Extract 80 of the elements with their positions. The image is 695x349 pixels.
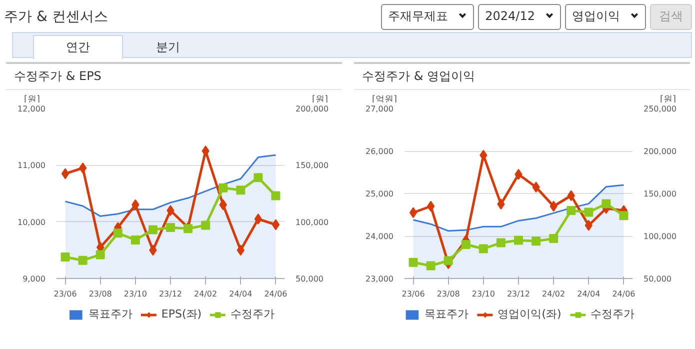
y-tick-label: 9,000 <box>22 274 46 284</box>
x-tick-label: 24/02 <box>542 290 566 298</box>
y2-tick-label: 250,000 <box>644 104 677 114</box>
point <box>426 261 436 270</box>
point <box>496 238 506 248</box>
x-tick-label: 23/12 <box>506 290 530 298</box>
point <box>409 207 418 218</box>
y-tick-label: 24,000 <box>366 232 394 241</box>
y2-tick-label: 100,000 <box>296 218 329 227</box>
x-tick-label: 24/04 <box>577 290 600 298</box>
y-tick-label: 27,000 <box>366 104 394 114</box>
point <box>130 235 140 244</box>
x-tick-label: 24/06 <box>264 290 288 298</box>
chart-title: 수정주가 & 영업이익 <box>354 62 690 90</box>
y2-tick-label: 200,000 <box>644 147 677 156</box>
legend-label: 목표주가 <box>424 306 469 322</box>
y2-tick-label: 50,000 <box>644 274 672 284</box>
legend-label: 영업이익(좌) <box>498 306 562 322</box>
text: 분기 <box>155 39 181 56</box>
point <box>60 252 70 262</box>
point <box>236 186 246 195</box>
y2-tick-label: 150,000 <box>644 190 677 198</box>
point <box>202 146 210 156</box>
point <box>218 183 228 192</box>
point <box>61 168 70 180</box>
legend-label: 목표주가 <box>88 306 132 322</box>
point <box>584 208 594 217</box>
point <box>426 200 435 212</box>
text: 검색 <box>650 4 692 30</box>
text: 2024/12 <box>478 4 561 30</box>
point <box>532 236 541 246</box>
y-tick-label: 12,000 <box>18 104 46 114</box>
legend-label: 수정주가 <box>230 306 275 322</box>
point <box>166 223 175 232</box>
y-tick-label: 11,000 <box>18 161 46 170</box>
point <box>78 162 87 174</box>
point <box>201 220 210 230</box>
point <box>78 256 88 265</box>
point <box>254 214 262 224</box>
x-tick-label: 23/06 <box>54 290 77 298</box>
y2-tick-label: 100,000 <box>644 232 677 241</box>
point <box>408 258 418 267</box>
x-tick-label: 23/08 <box>88 290 112 298</box>
legend-label: EPS(좌) <box>161 306 202 322</box>
y2-tick-label: 50,000 <box>296 274 324 284</box>
x-tick-label: 24/06 <box>612 290 636 298</box>
point <box>148 225 158 234</box>
point <box>444 256 453 266</box>
x-tick-label: 24/04 <box>229 290 252 298</box>
y-tick-label: 23,000 <box>366 274 394 284</box>
x-tick-label: 23/08 <box>436 290 460 298</box>
point <box>566 206 576 215</box>
chart-title: 수정주가 & EPS <box>6 62 342 90</box>
x-tick-label: 24/02 <box>194 290 218 298</box>
point <box>514 236 523 245</box>
point <box>113 228 122 238</box>
point <box>461 240 470 249</box>
point <box>549 234 558 244</box>
point <box>271 191 280 200</box>
x-tick-label: 23/10 <box>124 290 147 298</box>
x-tick-label: 23/06 <box>402 290 425 298</box>
point <box>166 205 174 216</box>
y2-tick-label: 200,000 <box>296 104 329 114</box>
y2-tick-label: 150,000 <box>296 161 329 170</box>
point <box>619 211 628 220</box>
text: 영업이익 <box>565 4 646 30</box>
point <box>96 250 105 260</box>
point <box>478 244 488 254</box>
point <box>254 173 263 182</box>
y-tick-label: 10,000 <box>18 218 46 227</box>
y-tick-label: 26,000 <box>366 147 394 156</box>
text: 주재무제표 <box>381 4 474 30</box>
legend-label: 수정주가 <box>590 306 634 322</box>
point <box>272 219 280 230</box>
text: 연간 <box>33 35 123 60</box>
point <box>602 199 611 208</box>
x-tick-label: 23/12 <box>158 290 182 298</box>
text: 주가 & 컨센서스 <box>4 8 108 27</box>
y-tick-label: 25,000 <box>366 190 394 198</box>
x-tick-label: 23/10 <box>472 290 495 298</box>
